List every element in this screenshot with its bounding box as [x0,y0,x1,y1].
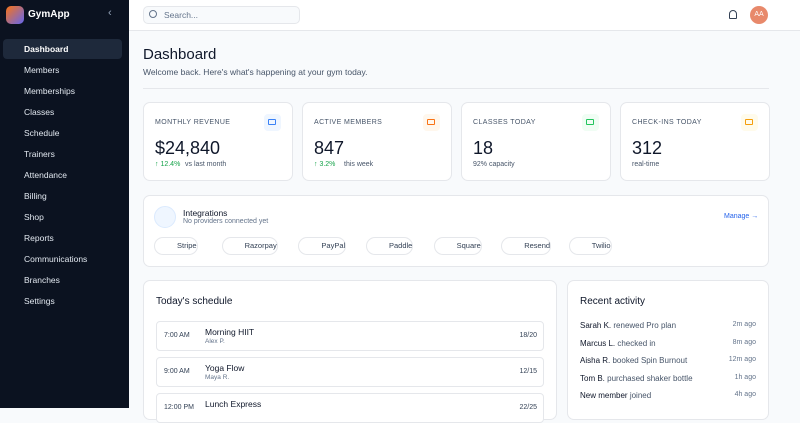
stat-icon [264,114,281,131]
class-trainer: Alex P. [205,338,225,345]
activity-time: 1h ago [734,373,756,381]
activity-actor: Marcus L. [580,338,616,348]
integrations-card: Integrations No providers connected yet … [143,195,769,267]
activity-item: New member joined [580,391,651,400]
activity-actor: Aisha R. [580,356,611,365]
stat-note: real-time [632,161,660,168]
top-bar: Search... AA [129,0,800,31]
provider-chip[interactable]: Resend [501,237,552,255]
stat-note: vs last month [185,161,227,168]
class-name: Morning HIIT [205,327,255,337]
stat-value: 847 [314,138,345,158]
schedule-title: Today's schedule [156,296,233,307]
brand: GymApp [28,9,70,20]
stat-value: $24,840 [155,138,221,158]
provider-chip[interactable]: Square [433,237,482,255]
nav-item[interactable]: Trainers [24,149,55,159]
stat-card: CLASSES TODAY 18 92% capacity [461,102,611,181]
page-title: Dashboard [143,46,217,63]
notifications[interactable] [729,10,737,19]
activity-action: checked in [617,338,656,348]
provider-chip[interactable]: Razorpay [221,237,278,255]
schedule-card: Today's schedule 7:00 AM Morning HIIT Alex… [143,280,557,423]
avatar[interactable]: AA [750,6,768,24]
nav-item[interactable]: Settings [24,296,55,306]
page-subtitle: Welcome back. Here's what's happening at… [143,67,368,77]
nav-item[interactable]: Members [24,65,60,75]
activity-action: joined [629,391,652,400]
stat-card: MONTHLY REVENUE $24,840 ↑ 12.4% vs last mon… [143,102,293,181]
class-capacity: 18/20 [519,332,537,339]
activity-action: renewed Pro plan [613,321,677,330]
stat-delta: ↑ 3.2% [314,161,336,168]
search-icon [149,10,157,18]
activity-time: 4h ago [734,391,756,398]
activity-item: Sarah K. renewed Pro plan [580,321,676,330]
activity-time: 8m ago [732,338,756,346]
schedule-row[interactable]: 12:00 PM Lunch Express 22/25 [156,393,544,423]
logo [6,6,24,24]
stat-note: this week [344,161,374,168]
sidebar: GymApp ‹ Dashboard Members Memberships Clas… [0,0,129,408]
search-box[interactable]: Search... [143,6,300,24]
stat-delta: ↑ 12.4% [155,161,181,168]
plug-icon [154,206,176,228]
stat-icon [423,114,440,131]
nav-item[interactable]: Communications [24,254,88,264]
manage-link[interactable]: Manage → [724,213,759,220]
stat-label: MONTHLY REVENUE [155,119,231,126]
class-time: 9:00 AM [164,368,190,375]
stat-card: ACTIVE MEMBERS 847 ↑ 3.2% this week [302,102,452,181]
provider-chip[interactable]: Paddle [366,237,414,255]
activity-time: 12m ago [728,356,756,363]
nav-item[interactable]: Classes [24,107,55,117]
collapse-button[interactable]: ‹ [108,7,112,19]
class-time: 7:00 AM [164,332,190,339]
class-name: Lunch Express [205,399,262,409]
integrations-title: Integrations [183,208,228,218]
provider-chip[interactable]: PayPal [298,237,347,255]
provider-chip[interactable]: Stripe [154,237,198,255]
activity-action: purchased shaker bottle [607,373,693,383]
activity-actor: Sarah K. [580,321,612,330]
stat-value: 312 [632,138,663,158]
activity-card: Recent activity Sarah K. renewed Pro pla… [567,280,769,420]
stat-label: CLASSES TODAY [473,119,536,126]
stat-icon [582,114,599,131]
activity-title: Recent activity [580,296,646,307]
divider [143,88,769,89]
stat-label: CHECK-INS TODAY [632,119,702,126]
activity-item: Tom B. purchased shaker bottle [580,374,693,383]
nav-item[interactable]: Schedule [24,128,60,138]
search-placeholder: Search... [164,10,199,20]
nav-item[interactable]: Attendance [24,170,68,180]
schedule-row[interactable]: 7:00 AM Morning HIIT Alex P. 18/20 [156,321,544,351]
stat-icon [741,114,758,131]
stat-label: ACTIVE MEMBERS [314,119,383,126]
nav-item[interactable]: Reports [24,233,54,243]
stat-value: 18 [473,138,494,158]
stat-note: 92% capacity [473,161,515,168]
nav-item[interactable]: Shop [24,212,44,222]
nav-item[interactable]: Billing [24,191,47,201]
class-capacity: 12/15 [519,368,537,375]
activity-actor: Tom B. [580,373,605,383]
schedule-row[interactable]: 9:00 AM Yoga Flow Maya R. 12/15 [156,357,544,387]
class-trainer: Maya R. [205,374,230,381]
activity-action: booked Spin Burnout [612,356,688,365]
nav-item[interactable]: Memberships [24,86,76,96]
provider-chip[interactable]: Twilio [568,237,612,255]
activity-time: 2m ago [732,321,756,328]
integrations-subtitle: No providers connected yet [183,218,269,225]
activity-actor: New member [580,391,628,400]
nav-item[interactable]: Branches [24,275,60,285]
activity-item: Marcus L. checked in [580,339,656,348]
nav-item[interactable]: Dashboard [3,39,122,59]
stat-card: CHECK-INS TODAY 312 real-time [620,102,770,181]
activity-item: Aisha R. booked Spin Burnout [580,356,687,365]
class-name: Yoga Flow [205,363,245,373]
